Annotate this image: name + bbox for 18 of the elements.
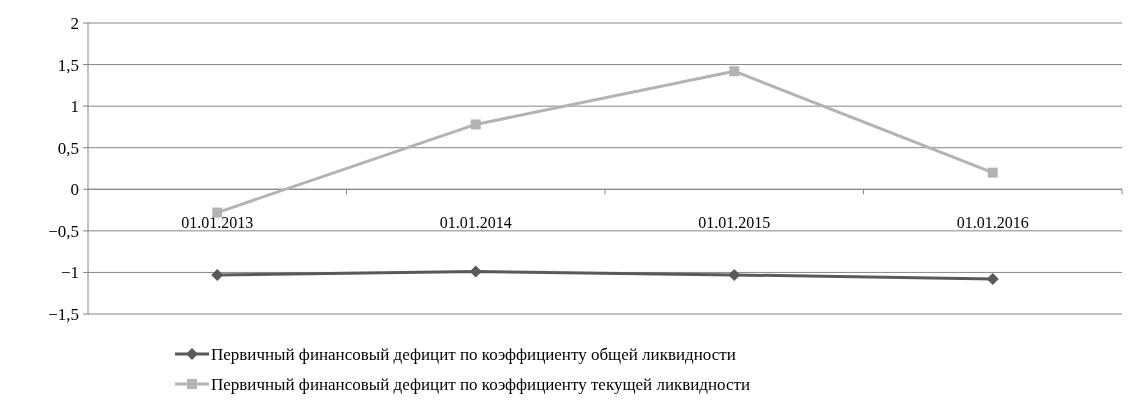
x-tick-label: 01.01.2013 xyxy=(181,214,254,232)
legend-label: Первичный финансовый дефицит по коэффициенту текущей ликвидности xyxy=(211,374,751,394)
point xyxy=(212,207,223,218)
x-tick-label: 01.01.2016 xyxy=(956,214,1029,232)
y-tick-label: 1 xyxy=(70,97,79,117)
y-tick-label: −0,5 xyxy=(48,221,79,241)
y-tick-label: 2 xyxy=(70,13,79,33)
y-tick-label: −1,5 xyxy=(48,304,79,324)
y-tick-label: 0,5 xyxy=(57,138,79,158)
y-tick-label: 1,5 xyxy=(57,55,79,75)
y-tick-label: 0 xyxy=(70,180,79,200)
x-tick-label: 01.01.2014 xyxy=(439,214,512,232)
point xyxy=(470,119,481,130)
x-tick-label: 01.01.2015 xyxy=(698,214,771,232)
legend-label: Первичный финансовый дефицит по коэффициенту общей ликвидности xyxy=(211,344,736,364)
point xyxy=(729,66,740,77)
y-tick-label: −1 xyxy=(60,263,79,283)
point xyxy=(987,167,998,178)
